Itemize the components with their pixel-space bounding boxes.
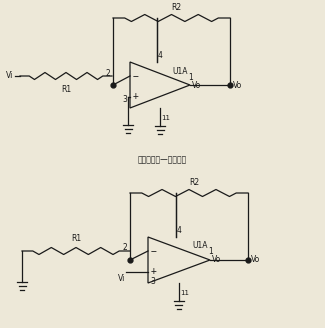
Text: Vo: Vo (212, 256, 221, 264)
Text: Vo: Vo (251, 256, 260, 264)
Text: Vo: Vo (192, 80, 201, 90)
Text: R2: R2 (172, 3, 182, 12)
Text: −: − (151, 247, 157, 257)
Text: R2: R2 (189, 178, 199, 187)
Text: 4: 4 (158, 51, 163, 60)
Text: +: + (133, 91, 139, 101)
Text: Vo: Vo (233, 80, 242, 90)
Text: +: + (151, 266, 157, 276)
Text: 11: 11 (180, 290, 189, 296)
Text: 1: 1 (188, 72, 193, 81)
Text: U1A: U1A (172, 67, 188, 75)
Text: 4: 4 (177, 226, 182, 235)
Text: 號算放大器—反相输入: 號算放大器—反相输入 (137, 155, 187, 165)
Text: Vi: Vi (6, 72, 13, 80)
Text: R1: R1 (71, 234, 81, 243)
Text: −: − (133, 72, 139, 82)
Text: 2: 2 (122, 243, 127, 253)
Text: U1A: U1A (192, 241, 207, 251)
Text: 11: 11 (161, 115, 170, 121)
Text: Vi: Vi (118, 274, 125, 283)
Text: R1: R1 (61, 85, 71, 94)
Text: 2: 2 (105, 69, 110, 77)
Text: 3: 3 (150, 277, 155, 286)
Text: 3: 3 (122, 95, 127, 105)
Text: 1: 1 (208, 248, 213, 256)
